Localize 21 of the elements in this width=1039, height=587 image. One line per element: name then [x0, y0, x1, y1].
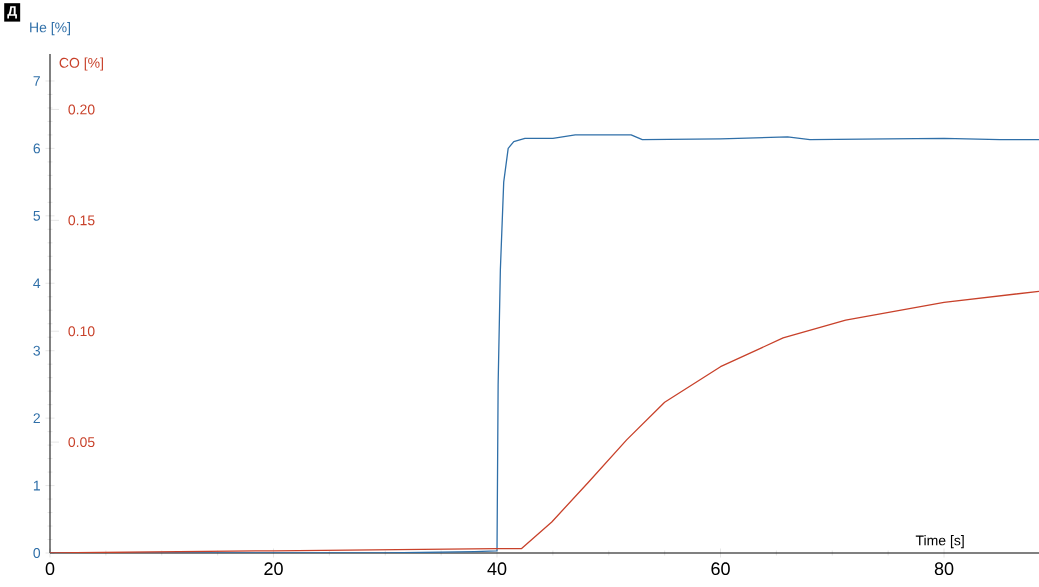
y2-tick-label: 0.15 [68, 215, 95, 226]
y-tick-label: 7 [33, 76, 40, 86]
x-tick-label: 20 [264, 562, 283, 576]
y-tick-label: 0 [33, 548, 41, 558]
y-tick-label: 1 [33, 480, 40, 491]
x-axis-title: Time [s] [915, 535, 964, 549]
y-tick-label: 4 [33, 278, 41, 289]
y-tick-label: 5 [33, 210, 41, 221]
x-tick-label: 80 [934, 562, 954, 576]
y-tick-label: 2 [33, 413, 40, 424]
x-tick-label: 0 [45, 562, 55, 576]
y-axis-title: He [%] [30, 22, 70, 36]
x-tick-label: 60 [711, 562, 730, 576]
y2-axis-title: CO [%] [59, 57, 103, 71]
x-tick-label: 40 [487, 562, 507, 576]
y2-tick-label: 0.20 [68, 104, 95, 115]
y-tick-label: 3 [33, 345, 41, 356]
text: Д [7, 6, 17, 19]
y-tick-label: 6 [33, 143, 41, 154]
y2-tick-label: 0.10 [68, 326, 95, 337]
y2-tick-label: 0.05 [68, 437, 95, 448]
